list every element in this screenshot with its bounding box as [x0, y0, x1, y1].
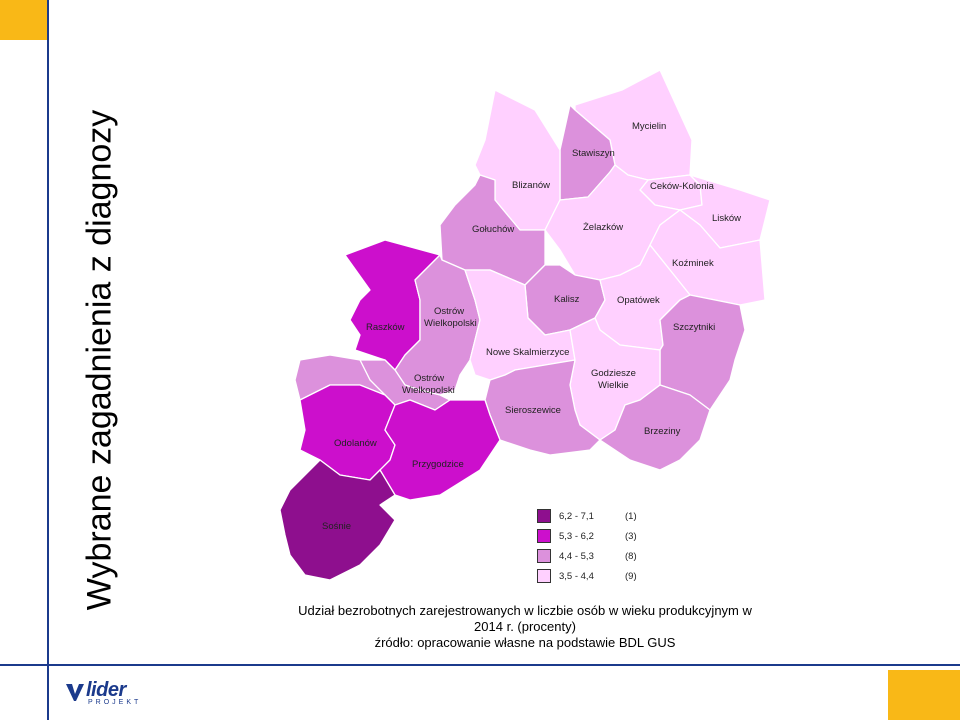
label-brzeziny: Brzeziny: [644, 426, 681, 437]
label-stawiszyn: Stawiszyn: [572, 148, 615, 159]
legend-count: (3): [625, 530, 637, 542]
label-mycielin: Mycielin: [632, 121, 666, 132]
label-ostrow-gmina: Ostrów Wielkopolski: [424, 306, 477, 329]
map-caption: Udział bezrobotnych zarejestrowanych w l…: [230, 603, 820, 651]
map-legend: 6,2 - 7,1 (1) 5,3 - 6,2 (3) 4,4 - 5,3 (8…: [537, 508, 697, 588]
logo-subtext: PROJEKT: [88, 699, 142, 706]
legend-swatch: [537, 549, 551, 563]
label-przygodzice: Przygodzice: [412, 459, 464, 470]
label-cekow-kolonia: Ceków-Kolonia: [650, 181, 715, 192]
label-ostrow-miasto-line1: Ostrów: [414, 373, 444, 384]
label-ostrow-miasto: Ostrów Wielkopolski: [402, 373, 455, 396]
legend-swatch: [537, 529, 551, 543]
legend-range: 4,4 - 5,3: [559, 550, 594, 562]
label-ostrow-gmina-line1: Ostrów: [434, 306, 464, 317]
lider-projekt-logo: lider PROJEKT: [66, 679, 146, 707]
area-brzeziny: [599, 384, 711, 471]
label-goluchow: Gołuchów: [472, 224, 514, 235]
legend-range: 5,3 - 6,2: [559, 530, 594, 542]
logo-mark-icon: [66, 684, 84, 701]
label-godziesze-line1: Godziesze: [591, 368, 636, 379]
label-sosnie: Sośnie: [322, 521, 351, 532]
horizontal-rule: [0, 664, 960, 666]
legend-count: (9): [625, 570, 637, 582]
legend-swatch: [537, 509, 551, 523]
vertical-rule: [47, 0, 49, 720]
accent-corner-top-left: [0, 0, 48, 40]
legend-swatch: [537, 569, 551, 583]
caption-line-1: Udział bezrobotnych zarejestrowanych w l…: [298, 603, 752, 618]
label-godziesze: Godziesze Wielkie: [591, 368, 636, 391]
legend-range: 3,5 - 4,4: [559, 570, 594, 582]
legend-count: (1): [625, 510, 637, 522]
accent-corner-bottom-right: [888, 670, 960, 720]
label-ostrow-gmina-line2: Wielkopolski: [424, 318, 477, 329]
legend-item: 5,3 - 6,2 (3): [537, 528, 637, 544]
legend-count: (8): [625, 550, 637, 562]
legend-item: 6,2 - 7,1 (1): [537, 508, 637, 524]
label-kozminek: Koźminek: [672, 258, 714, 269]
caption-line-2: 2014 r. (procenty): [474, 619, 576, 634]
caption-source: źródło: opracowanie własne na podstawie …: [374, 635, 676, 650]
legend-item: 4,4 - 5,3 (8): [537, 548, 637, 564]
label-godziesze-line2: Wielkie: [598, 380, 629, 391]
area-przygodzice: [379, 399, 501, 501]
label-ostrow-miasto-line2: Wielkopolski: [402, 385, 455, 396]
legend-range: 6,2 - 7,1: [559, 510, 594, 522]
area-sosnie: [279, 459, 396, 581]
legend-item: 3,5 - 4,4 (9): [537, 568, 637, 584]
label-szczytniki: Szczytniki: [673, 322, 715, 333]
label-raszkow: Raszków: [366, 322, 405, 333]
label-odolanow: Odolanów: [334, 438, 377, 449]
label-kalisz: Kalisz: [554, 294, 580, 305]
label-opatowek: Opatówek: [617, 295, 660, 306]
label-nowe-skalmierzyce: Nowe Skalmierzyce: [486, 347, 569, 358]
label-liskow: Lisków: [712, 213, 741, 224]
logo-text: lider: [86, 679, 126, 701]
label-zelazkow: Żelazków: [583, 222, 623, 233]
label-sieroszewice: Sieroszewice: [505, 405, 561, 416]
label-blizanow: Blizanów: [512, 180, 550, 191]
